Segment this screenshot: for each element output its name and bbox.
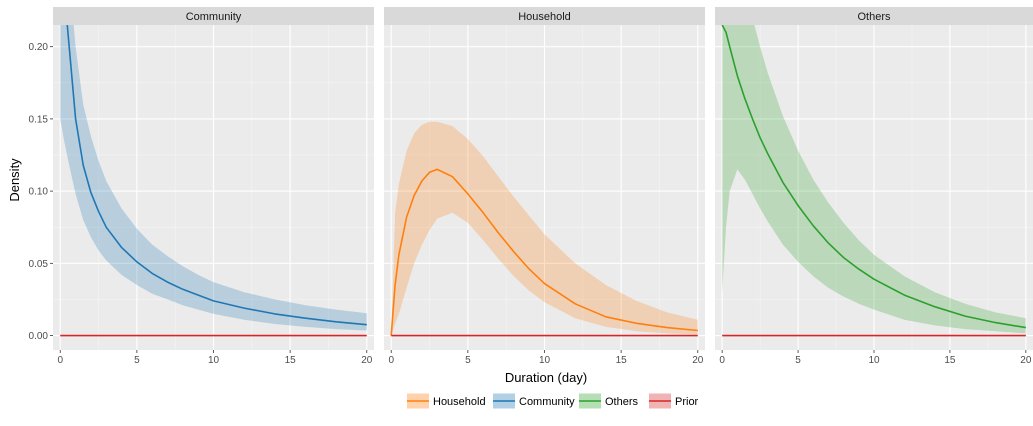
x-tick-label: 10: [868, 355, 880, 366]
legend-label: Prior: [675, 396, 699, 408]
x-tick-label: 20: [361, 355, 373, 366]
credible-interval-ribbon-community: [60, 25, 367, 331]
x-tick-label: 0: [57, 355, 63, 366]
x-tick-label: 10: [208, 355, 220, 366]
facet-strip: [715, 7, 1033, 25]
credible-interval-ribbon-household: [391, 121, 698, 336]
legend-item-prior: Prior: [649, 393, 699, 409]
y-axis-title: Density: [7, 158, 22, 202]
panel-others: Others 0 5 10 15 20: [715, 7, 1033, 366]
panel-data: [390, 121, 698, 337]
legend-label: Others: [605, 396, 639, 408]
facet-strip: [53, 7, 374, 25]
y-tick-label: 0.10: [29, 187, 49, 198]
panel-data: [721, 25, 1026, 337]
x-tick-label: 5: [465, 355, 471, 366]
facet-strip-label: Others: [857, 11, 891, 23]
x-tick-label: 5: [134, 355, 140, 366]
y-tick-label: 0.00: [29, 331, 49, 342]
panel-community: Community 0 5 10 15 20: [53, 7, 374, 366]
legend-item-household: Household: [407, 393, 486, 409]
panel-data: [60, 25, 367, 337]
x-tick-label: 5: [795, 355, 801, 366]
x-tick-label: 15: [944, 355, 956, 366]
facet-strip-label: Community: [186, 11, 242, 23]
facet-strip-label: Household: [518, 11, 571, 23]
legend-item-others: Others: [579, 393, 639, 409]
density-line-household: [390, 168, 698, 336]
x-tick-label: 15: [616, 355, 628, 366]
x-tick-label: 0: [719, 355, 725, 366]
y-tick-label: 0.15: [29, 114, 49, 125]
x-tick-label: 15: [285, 355, 297, 366]
legend-item-community: Community: [493, 393, 575, 409]
x-tick-label: 20: [692, 355, 704, 366]
y-tick-label: 0.20: [29, 42, 49, 53]
density-line-others: [721, 25, 1026, 329]
y-axis: 0.00 0.05 0.10 0.15 0.20: [29, 42, 53, 342]
panel-household: Household 0 5 10 15 20: [384, 7, 705, 366]
x-tick-label: 0: [388, 355, 394, 366]
credible-interval-ribbon-others: [722, 25, 1026, 334]
x-axis-title: Duration (day): [505, 370, 587, 385]
legend-label: Household: [433, 396, 486, 408]
legend-label: Community: [519, 396, 575, 408]
x-tick-label: 10: [539, 355, 551, 366]
facet-strip: [384, 7, 705, 25]
x-tick-label: 20: [1020, 355, 1032, 366]
legend: Household Community Others Prior: [407, 393, 699, 409]
density-line-community: [66, 25, 367, 326]
y-tick-label: 0.05: [29, 259, 49, 270]
